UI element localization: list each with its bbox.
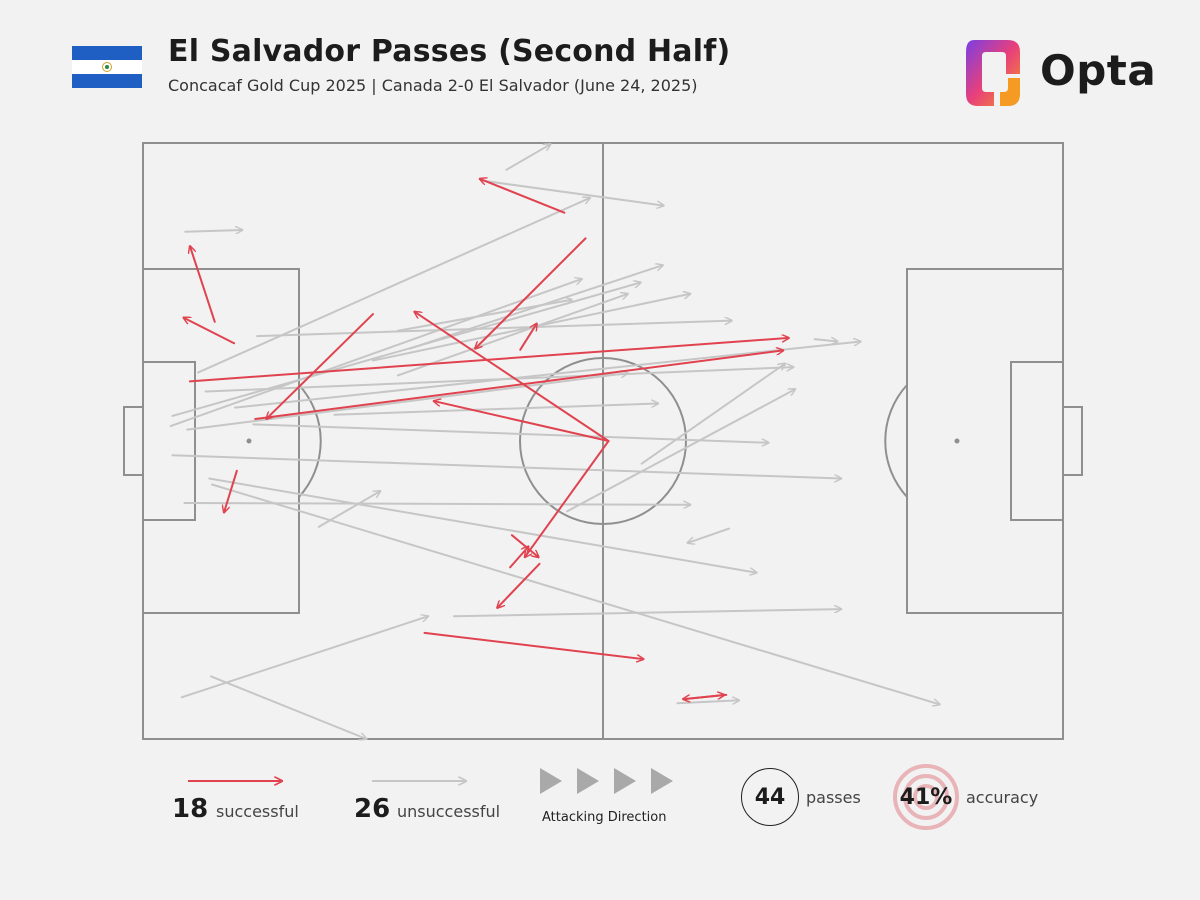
successful-pass-arrow: [183, 318, 236, 345]
flag-band-bottom: [72, 74, 142, 88]
unsuccessful-count: 26: [354, 794, 391, 824]
successful-pass-arrow: [683, 693, 728, 699]
opta-logo: Opta: [960, 34, 1160, 110]
right-penalty-arc: [884, 384, 908, 498]
unsuccessful-pass-arrow: [171, 454, 843, 478]
successful-pass-arrow: [414, 312, 610, 442]
chart-title: El Salvador Passes (Second Half): [168, 34, 731, 69]
direction-triangle-icon: [577, 768, 599, 794]
left-penalty-arc: [298, 384, 322, 498]
chart-subtitle: Concacaf Gold Cup 2025 | Canada 2-0 El S…: [168, 76, 698, 95]
centre-circle: [519, 357, 687, 525]
unsuccessful-pass-arrow: [184, 230, 244, 232]
unsuccessful-pass-arrow: [396, 294, 628, 377]
successful-pass-arrow: [509, 546, 528, 569]
successful-pass-arrow: [254, 350, 783, 420]
successful-count: 18: [172, 794, 209, 824]
accuracy-value: 41%: [899, 784, 953, 810]
left-penalty-area: [142, 268, 300, 614]
left-penalty-spot: [246, 438, 252, 444]
successful-pass-arrow: [475, 237, 587, 348]
unsuccessful-pass-arrow: [171, 282, 640, 417]
unsuccessful-pass-arrow: [688, 527, 731, 543]
unsuccessful-pass-arrow: [396, 300, 572, 332]
unsuccessful-pass-arrow: [252, 423, 770, 442]
unsuccessful-label: unsuccessful: [397, 802, 501, 821]
successful-pass-arrow: [525, 440, 610, 557]
opta-logo-text: Opta: [1040, 46, 1157, 95]
successful-pass-arrow: [519, 324, 537, 351]
unsuccessful-pass-arrow: [566, 389, 795, 513]
unsuccessful-pass-arrow: [197, 198, 590, 374]
successful-pass-arrow: [434, 401, 610, 442]
unsuccessful-pass-arrow: [210, 675, 366, 739]
unsuccessful-pass-arrow: [480, 179, 664, 206]
unsuccessful-pass-arrow: [211, 483, 940, 705]
right-penalty-spot: [954, 438, 960, 444]
successful-pass-arrow: [190, 246, 216, 323]
passes-label: passes: [806, 788, 861, 807]
legend-graphics: [188, 768, 673, 794]
successful-pass-arrow: [510, 534, 539, 557]
attacking-direction-arrows-icon: [540, 768, 673, 794]
unsuccessful-pass-arrow: [180, 616, 429, 699]
unsuccessful-pass-arrow: [813, 339, 838, 341]
unsuccessful-passes: [169, 144, 940, 739]
unsuccessful-pass-arrow: [333, 403, 660, 416]
header: El Salvador Passes (Second Half) Concaca…: [0, 0, 1200, 120]
el-salvador-flag-icon: [72, 46, 142, 88]
unsuccessful-pass-arrow: [208, 477, 756, 573]
unsuccessful-pass-arrow: [452, 609, 843, 618]
successful-label: successful: [216, 802, 299, 821]
attacking-direction-label: Attacking Direction: [542, 810, 667, 825]
opta-logo-icon: [966, 40, 1020, 106]
pitch: [123, 142, 1083, 750]
unsuccessful-pass-arrow: [234, 341, 861, 409]
left-six-yard-box: [142, 361, 196, 521]
right-goal: [1062, 406, 1083, 476]
flag-band-middle: [72, 60, 142, 74]
successful-pass-arrow: [480, 179, 566, 214]
right-penalty-area: [906, 268, 1064, 614]
successful-passes: [183, 179, 788, 699]
unsuccessful-pass-arrow: [640, 364, 786, 465]
pitch-markings: [123, 142, 1083, 740]
unsuccessful-pass-arrow: [183, 503, 692, 505]
unsuccessful-pass-arrow: [204, 367, 795, 393]
legend: 18 successful 26 unsuccessful Attacking …: [0, 750, 1200, 860]
flag-emblem-icon: [102, 62, 112, 72]
successful-pass-arrow: [423, 631, 644, 659]
direction-triangle-icon: [614, 768, 636, 794]
unsuccessful-pass-arrow: [186, 373, 628, 431]
flag-band-top: [72, 46, 142, 60]
left-goal: [123, 406, 144, 476]
accuracy-badge: 41%: [892, 763, 960, 831]
accuracy-target-icon: [893, 764, 959, 830]
accuracy-label: accuracy: [966, 788, 1039, 807]
unsuccessful-pass-arrow: [505, 144, 550, 171]
unsuccessful-pass-arrow: [169, 279, 582, 428]
direction-triangle-icon: [651, 768, 673, 794]
successful-pass-arrow: [188, 338, 789, 383]
direction-triangle-icon: [540, 768, 562, 794]
successful-pass-arrow: [224, 469, 238, 513]
successful-pass-arrow: [497, 562, 541, 608]
unsuccessful-pass-arrow: [317, 491, 381, 528]
successful-pass-arrow: [266, 313, 374, 419]
unsuccessful-pass-arrow: [676, 700, 741, 703]
right-six-yard-box: [1010, 361, 1064, 521]
total-passes-badge: 44: [741, 768, 799, 826]
